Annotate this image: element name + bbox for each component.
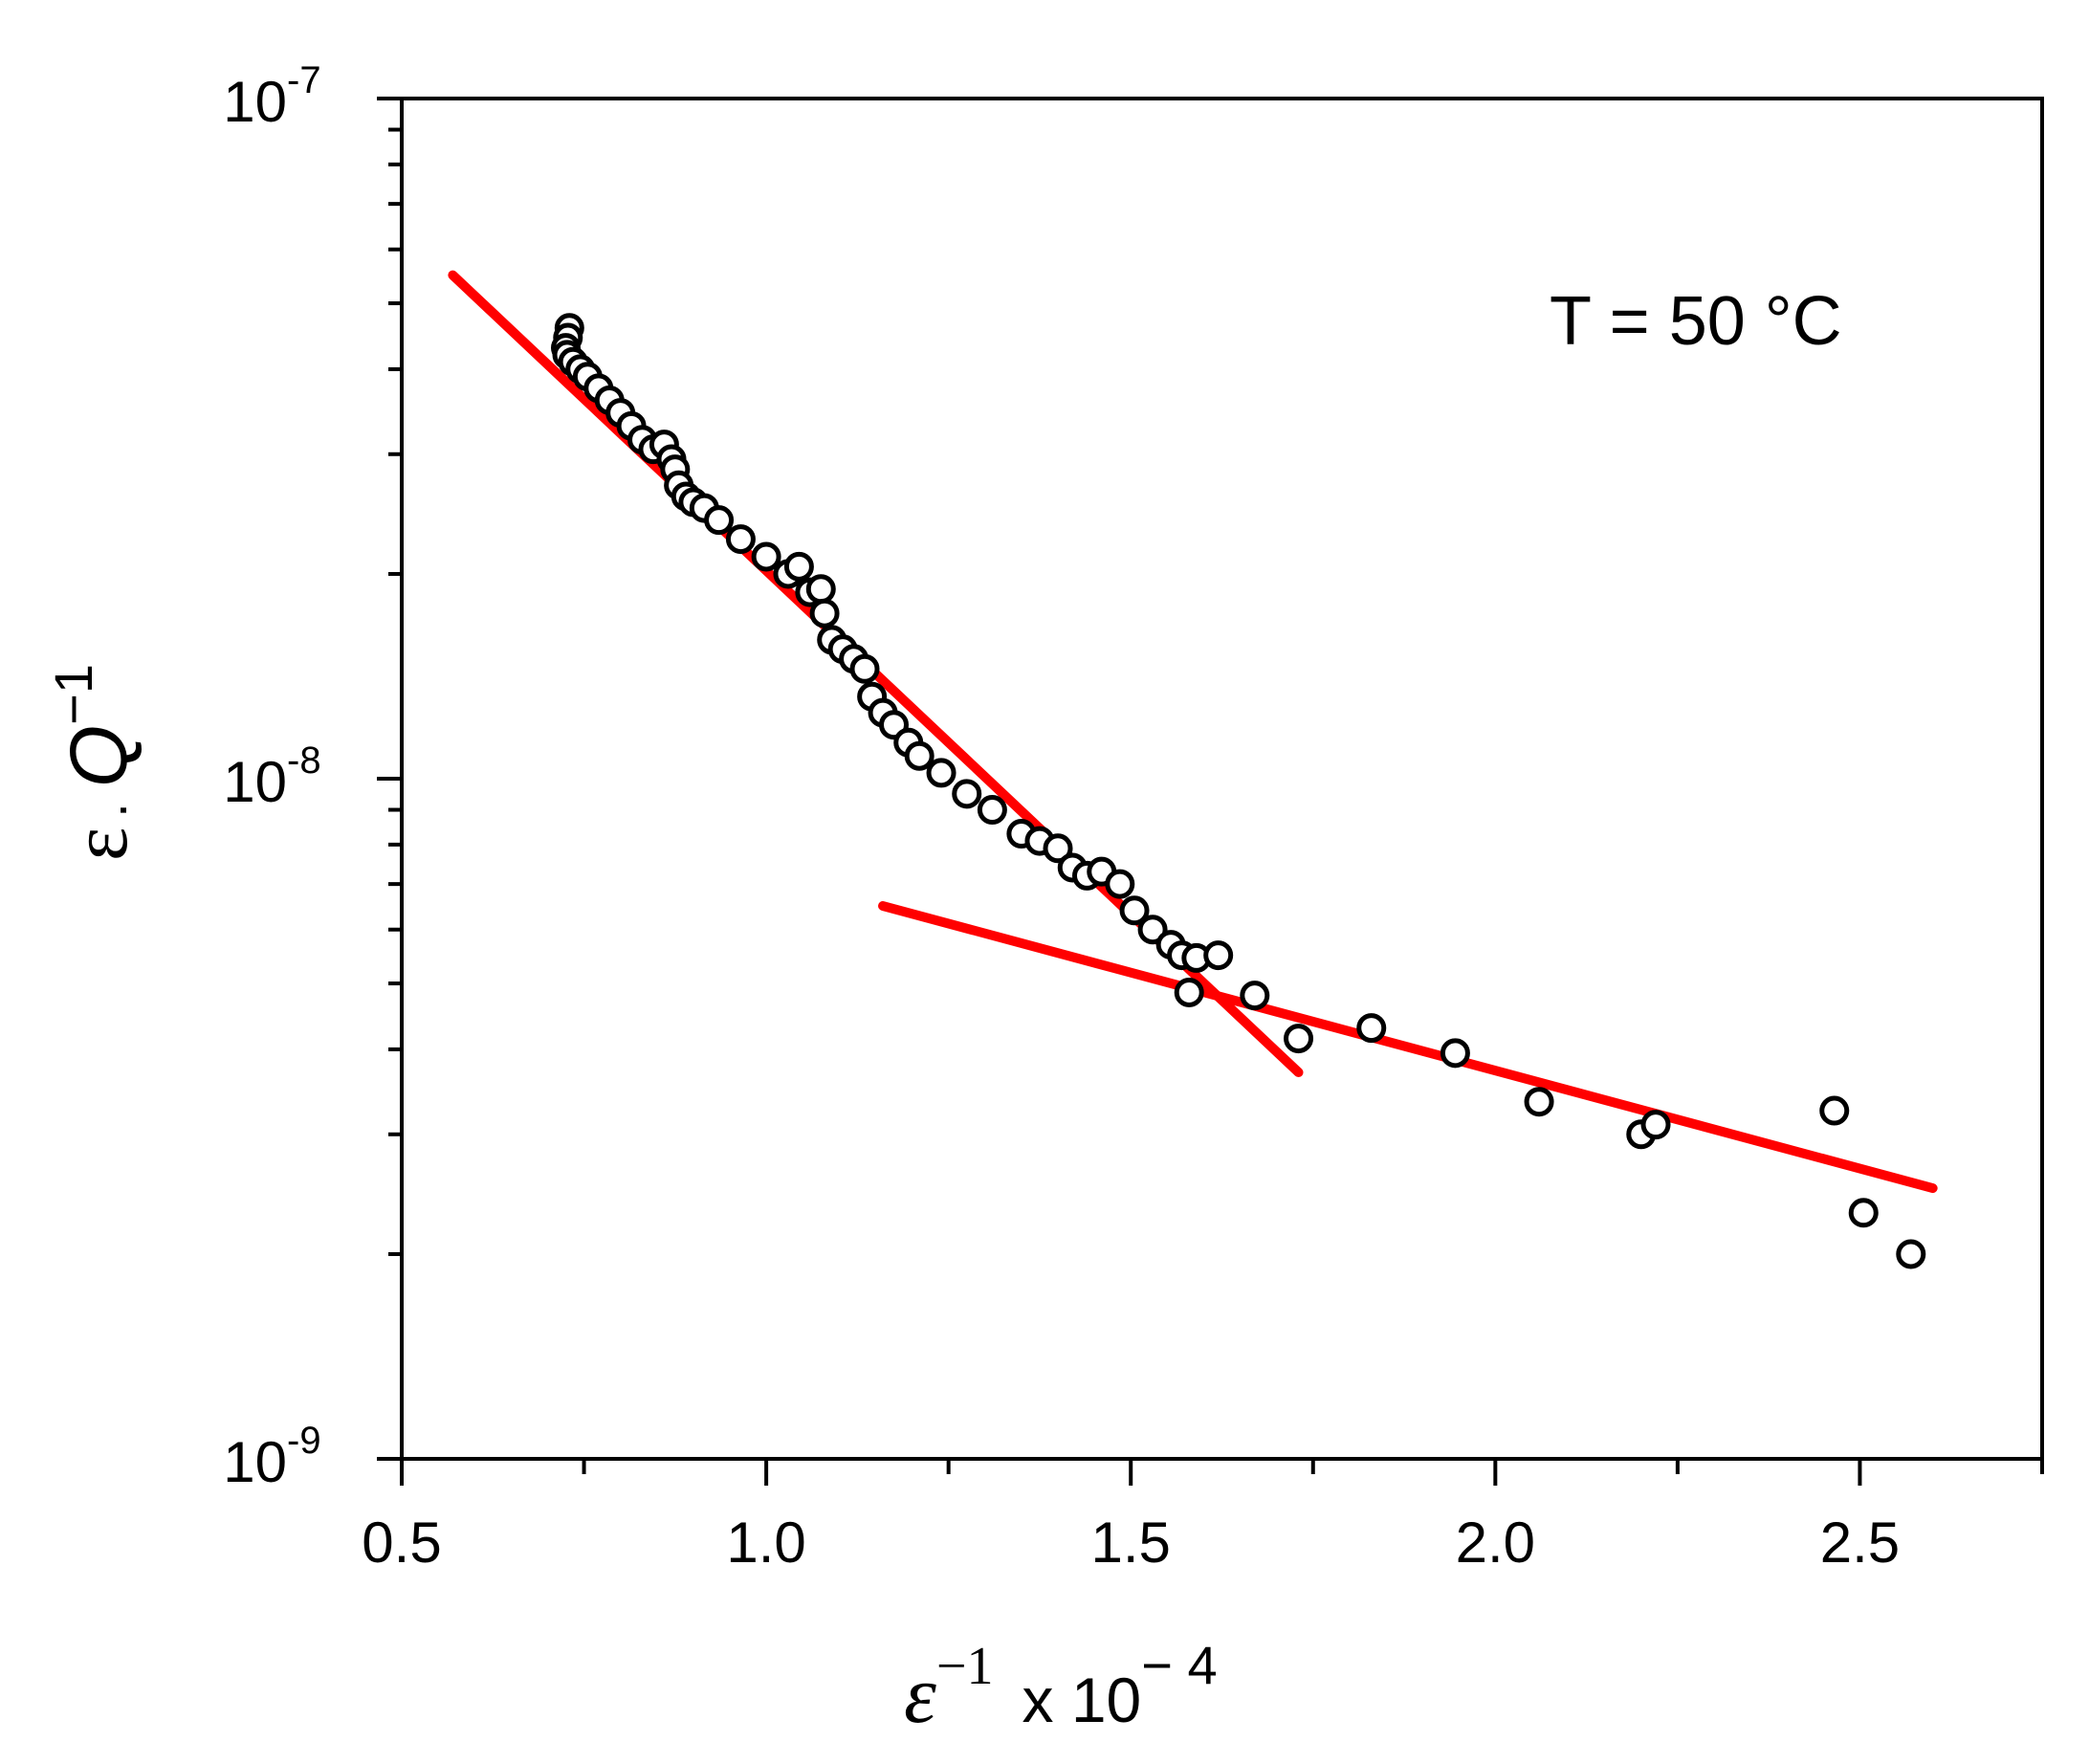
data-point	[1284, 1024, 1314, 1054]
data-point	[783, 551, 814, 582]
data-point	[1640, 1110, 1671, 1140]
fit-lines	[448, 270, 1938, 1194]
data-points	[551, 313, 1926, 1269]
data-point	[977, 795, 1007, 826]
tick-labels: 0.5 1.0 1.5 2.0 2.510-910-810-7	[223, 59, 1900, 1575]
data-point	[1440, 1038, 1470, 1069]
y-axis-label: ε.Q−1	[43, 664, 144, 861]
y-tick-label: 10	[223, 1430, 287, 1494]
data-point	[1896, 1239, 1926, 1269]
data-point	[1203, 940, 1234, 971]
y-tick-exponent: -8	[287, 739, 321, 782]
data-point	[904, 740, 935, 771]
x-tick-label: 1.5	[1091, 1510, 1171, 1575]
data-point	[1174, 977, 1204, 1007]
data-point	[1356, 1013, 1387, 1044]
data-point	[805, 574, 836, 605]
data-point	[1240, 981, 1270, 1011]
data-point	[1819, 1095, 1850, 1126]
data-point	[1848, 1198, 1879, 1228]
temperature-annotation: T = 50 °C	[1550, 283, 1842, 360]
data-point	[704, 505, 735, 536]
x-axis-label: ε−1 x 10− 4	[904, 1635, 1218, 1740]
data-point	[751, 541, 781, 572]
x-tick-label: 1.0	[726, 1510, 805, 1575]
data-point	[849, 653, 880, 684]
data-point	[926, 758, 957, 788]
y-tick-label: 10	[223, 70, 287, 134]
x-tick-label: 2.5	[1820, 1510, 1900, 1575]
fit-line	[878, 901, 1938, 1194]
data-point	[809, 598, 840, 628]
data-point	[1105, 869, 1135, 899]
data-point	[1119, 895, 1150, 926]
y-tick-exponent: -7	[287, 59, 321, 101]
data-point	[1524, 1087, 1554, 1117]
x-tick-label: 0.5	[362, 1510, 441, 1575]
data-point	[1137, 915, 1168, 945]
x-tick-label: 2.0	[1456, 1510, 1535, 1575]
y-tick-label: 10	[223, 750, 287, 814]
y-tick-exponent: -9	[287, 1420, 321, 1462]
axis-ticks	[377, 97, 2044, 1486]
data-point	[1043, 833, 1073, 864]
data-point	[725, 524, 756, 555]
data-point	[952, 779, 982, 809]
